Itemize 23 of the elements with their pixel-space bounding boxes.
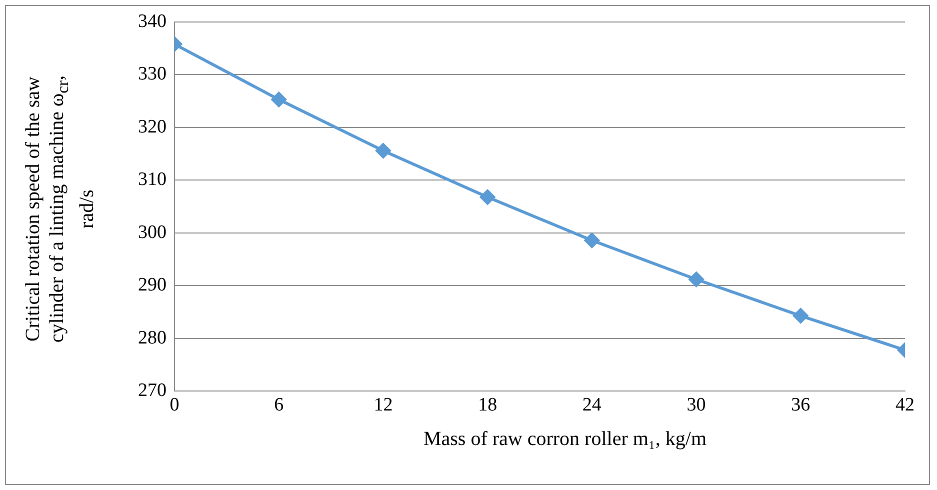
x-tick-label: 0 xyxy=(170,394,180,416)
x-tick-label: 42 xyxy=(896,394,914,416)
y-tick-label: 300 xyxy=(138,222,166,243)
x-tick-label: 30 xyxy=(686,394,706,416)
x-tick-label: 18 xyxy=(478,394,498,416)
x-tick-label: 36 xyxy=(791,394,810,416)
x-tick-label: 6 xyxy=(274,394,284,416)
point xyxy=(793,308,808,324)
x-tick-label: 24 xyxy=(582,394,602,416)
point xyxy=(376,143,391,158)
y-tick-label: 310 xyxy=(138,169,166,190)
y-tick-label: 340 xyxy=(138,10,166,32)
y-tick-label: 330 xyxy=(138,64,166,85)
y-tick-label: 320 xyxy=(138,116,166,138)
point xyxy=(271,92,286,108)
point xyxy=(480,190,496,205)
x-axis-title: Mass of raw corron roller m₁, kg/m xyxy=(422,428,708,451)
x-tick-label: 12 xyxy=(374,394,393,416)
point xyxy=(688,272,704,287)
y-tick-label: 270 xyxy=(138,380,166,402)
y-tick-label: 280 xyxy=(138,327,166,348)
point xyxy=(584,232,600,248)
y-tick-label: 290 xyxy=(138,274,166,296)
